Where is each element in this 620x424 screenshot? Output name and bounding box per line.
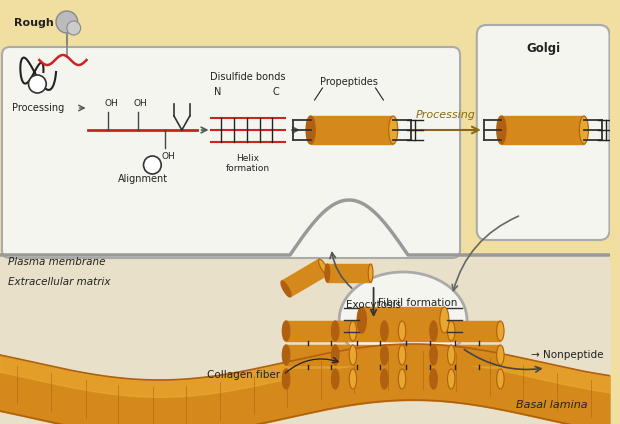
Bar xyxy=(433,345,500,365)
Ellipse shape xyxy=(381,345,388,365)
Ellipse shape xyxy=(448,321,455,341)
Ellipse shape xyxy=(497,116,506,144)
Circle shape xyxy=(67,21,81,35)
Text: Fibril formation: Fibril formation xyxy=(378,298,458,308)
Text: Alignment: Alignment xyxy=(117,174,167,184)
Ellipse shape xyxy=(381,369,388,389)
Circle shape xyxy=(143,156,161,174)
Bar xyxy=(433,321,500,341)
Ellipse shape xyxy=(381,321,388,341)
Bar xyxy=(502,116,584,144)
Ellipse shape xyxy=(497,321,504,341)
Text: Helix
formation: Helix formation xyxy=(226,154,270,173)
Bar xyxy=(361,307,445,333)
Text: N: N xyxy=(215,87,222,97)
Ellipse shape xyxy=(399,321,405,341)
Text: OH: OH xyxy=(104,99,118,108)
Ellipse shape xyxy=(332,369,339,389)
Bar xyxy=(335,369,402,389)
Bar xyxy=(327,264,371,282)
Ellipse shape xyxy=(368,264,373,282)
Ellipse shape xyxy=(349,369,356,389)
Ellipse shape xyxy=(497,345,504,365)
Bar xyxy=(286,369,353,389)
Ellipse shape xyxy=(448,345,455,365)
Ellipse shape xyxy=(430,321,437,341)
Text: Propeptides: Propeptides xyxy=(320,77,378,87)
Bar xyxy=(384,321,451,341)
Circle shape xyxy=(29,75,46,93)
Text: C: C xyxy=(272,87,279,97)
Text: OH: OH xyxy=(134,99,148,108)
Polygon shape xyxy=(0,0,609,255)
Bar xyxy=(335,345,402,365)
Text: Basal lamina: Basal lamina xyxy=(516,400,588,410)
Circle shape xyxy=(56,11,78,33)
Ellipse shape xyxy=(325,264,330,282)
Text: Disulfide bonds: Disulfide bonds xyxy=(210,72,285,82)
Text: Exocytosis: Exocytosis xyxy=(346,300,401,310)
Ellipse shape xyxy=(282,321,290,341)
Ellipse shape xyxy=(580,116,588,144)
Text: Collagen fiber: Collagen fiber xyxy=(207,370,280,380)
Polygon shape xyxy=(0,200,609,424)
Ellipse shape xyxy=(282,345,290,365)
Bar xyxy=(433,369,500,389)
Ellipse shape xyxy=(497,369,504,389)
Text: Processing: Processing xyxy=(415,110,476,120)
Text: Extracellular matrix: Extracellular matrix xyxy=(8,277,110,287)
Text: → Nonpeptide: → Nonpeptide xyxy=(531,350,603,360)
Text: Plasma membrane: Plasma membrane xyxy=(8,257,105,267)
Bar xyxy=(281,259,328,297)
Text: OH: OH xyxy=(161,152,175,161)
Ellipse shape xyxy=(332,345,339,365)
Ellipse shape xyxy=(430,369,437,389)
Ellipse shape xyxy=(306,116,315,144)
Bar xyxy=(286,345,353,365)
Bar xyxy=(286,321,353,341)
Bar xyxy=(311,116,393,144)
Text: Golgi: Golgi xyxy=(526,42,560,55)
Ellipse shape xyxy=(448,369,455,389)
Ellipse shape xyxy=(349,345,356,365)
Ellipse shape xyxy=(319,259,329,275)
Bar xyxy=(384,369,451,389)
Ellipse shape xyxy=(339,272,467,368)
Ellipse shape xyxy=(440,307,449,333)
Ellipse shape xyxy=(349,321,356,341)
Text: Processing: Processing xyxy=(12,103,64,113)
Ellipse shape xyxy=(399,345,405,365)
Ellipse shape xyxy=(430,345,437,365)
FancyBboxPatch shape xyxy=(2,47,460,258)
Ellipse shape xyxy=(357,307,366,333)
Bar xyxy=(335,321,402,341)
Ellipse shape xyxy=(399,369,405,389)
Ellipse shape xyxy=(281,281,291,297)
Ellipse shape xyxy=(389,116,398,144)
FancyBboxPatch shape xyxy=(477,25,609,240)
Ellipse shape xyxy=(332,321,339,341)
Text: Rough ER: Rough ER xyxy=(14,18,74,28)
Bar xyxy=(384,345,451,365)
Ellipse shape xyxy=(282,369,290,389)
